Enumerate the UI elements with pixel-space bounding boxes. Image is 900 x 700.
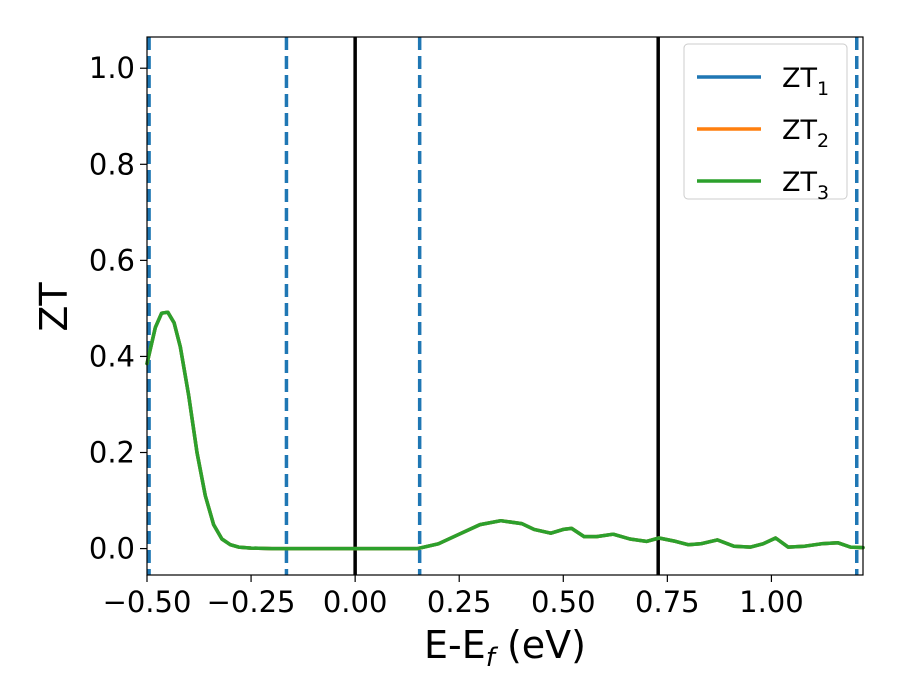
series-line-zt3	[145, 310, 865, 551]
legend-entry-zt1: ZT1	[697, 63, 829, 100]
legend-label: ZT1	[782, 63, 829, 100]
y-tick-label: 1.0	[89, 51, 135, 85]
series-line-zt2	[145, 310, 865, 551]
x-tick-label: 0.50	[531, 585, 596, 619]
y-tick-label: 0.0	[89, 532, 135, 566]
y-tick-label: 0.8	[89, 147, 135, 181]
x-axis-title: E-Ef (eV)	[424, 623, 586, 673]
y-axis-ticks: 0.0 0.2 0.4 0.6 0.8 1.0	[89, 51, 147, 566]
x-tick-label: −0.25	[207, 585, 296, 619]
x-tick-label: 1.00	[739, 585, 804, 619]
reference-lines	[147, 37, 859, 575]
legend: ZT1 ZT2 ZT3	[683, 43, 848, 204]
x-tick-label: 0.00	[323, 585, 388, 619]
y-tick-label: 0.2	[89, 436, 135, 470]
y-axis-title: ZT	[32, 282, 76, 332]
legend-entry-zt3: ZT3	[697, 167, 829, 204]
x-tick-label: 0.75	[635, 585, 700, 619]
x-tick-label: 0.25	[427, 585, 492, 619]
y-tick-label: 0.6	[89, 243, 135, 277]
legend-entry-zt2: ZT2	[697, 115, 829, 152]
y-tick-label: 0.4	[89, 339, 135, 373]
series-lines	[145, 310, 865, 551]
legend-label: ZT2	[782, 115, 829, 152]
plot-area-frame	[146, 36, 864, 576]
series-line-zt1	[145, 310, 865, 551]
legend-box	[683, 43, 848, 200]
x-axis-title-unit: (eV)	[495, 623, 586, 667]
x-axis-title-main: E-E	[424, 623, 486, 667]
x-axis-ticks: −0.50 −0.25 0.00 0.25 0.50 0.75 1.00	[103, 575, 804, 619]
legend-entries: ZT1 ZT2 ZT3	[697, 63, 829, 204]
legend-label: ZT3	[782, 167, 829, 204]
x-tick-label: −0.50	[103, 585, 192, 619]
